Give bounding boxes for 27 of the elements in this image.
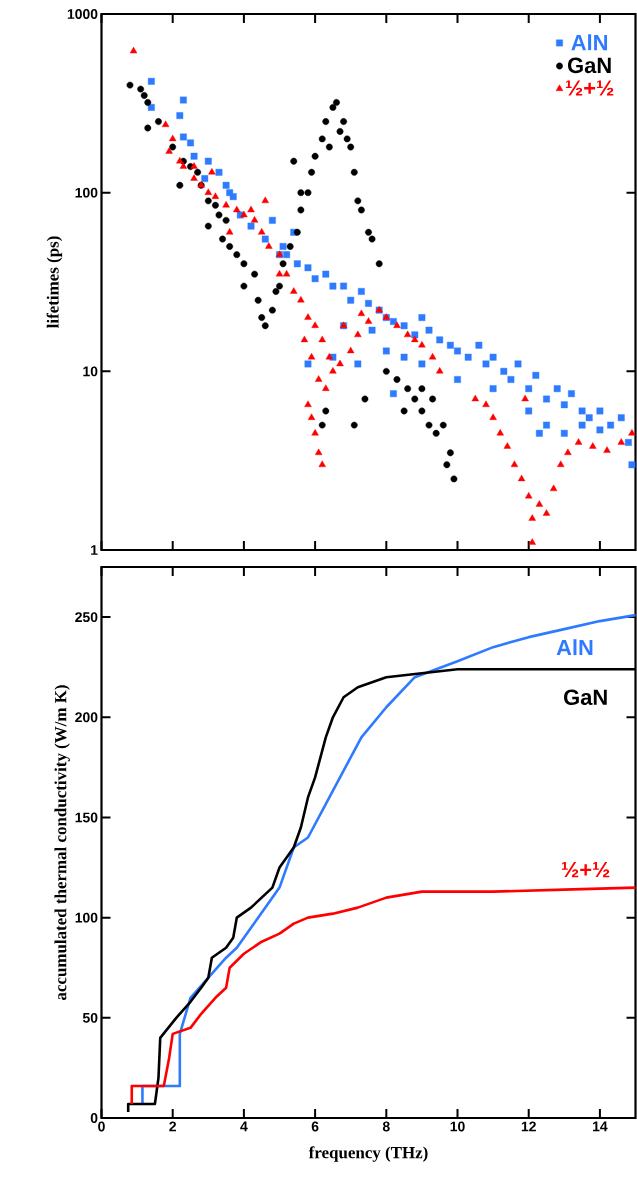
y-tick-label: 200: [75, 712, 98, 723]
x-tick-label: 0: [98, 1121, 105, 1132]
series-label: AlN: [556, 639, 593, 656]
series-label: ½+½: [561, 861, 610, 878]
y-tick-label: 100: [75, 187, 98, 198]
legend-label: GaN: [568, 57, 611, 74]
y-tick-label: 1: [91, 545, 98, 555]
y-tick-label: 250: [75, 612, 98, 623]
y-tick-label: 50: [82, 1012, 98, 1023]
legend-label: AlN: [571, 34, 608, 51]
y-tick-label: 100: [75, 912, 98, 923]
x-tick-label: 10: [450, 1121, 465, 1132]
x-tick-label: 4: [240, 1121, 248, 1132]
x-tick-label: 12: [521, 1121, 536, 1132]
x-tick-label: 6: [311, 1121, 319, 1132]
y-tick-label: 10: [83, 366, 98, 377]
y-tick-label: 150: [75, 812, 98, 823]
y-tick-label: 1000: [67, 9, 98, 19]
y-axis-title: accumulated thermal conductivity (W/m K): [54, 685, 70, 1001]
series-label: GaN: [564, 689, 607, 706]
y-axis-title: lifetimes (ps): [46, 236, 63, 328]
x-tick-label: 14: [593, 1121, 608, 1132]
legend-label: ½+½: [565, 80, 614, 96]
x-axis-title: frequency (THz): [308, 1146, 428, 1162]
x-tick-label: 8: [382, 1121, 390, 1132]
y-tick-label: 0: [90, 1113, 98, 1123]
x-tick-label: 2: [169, 1121, 177, 1132]
